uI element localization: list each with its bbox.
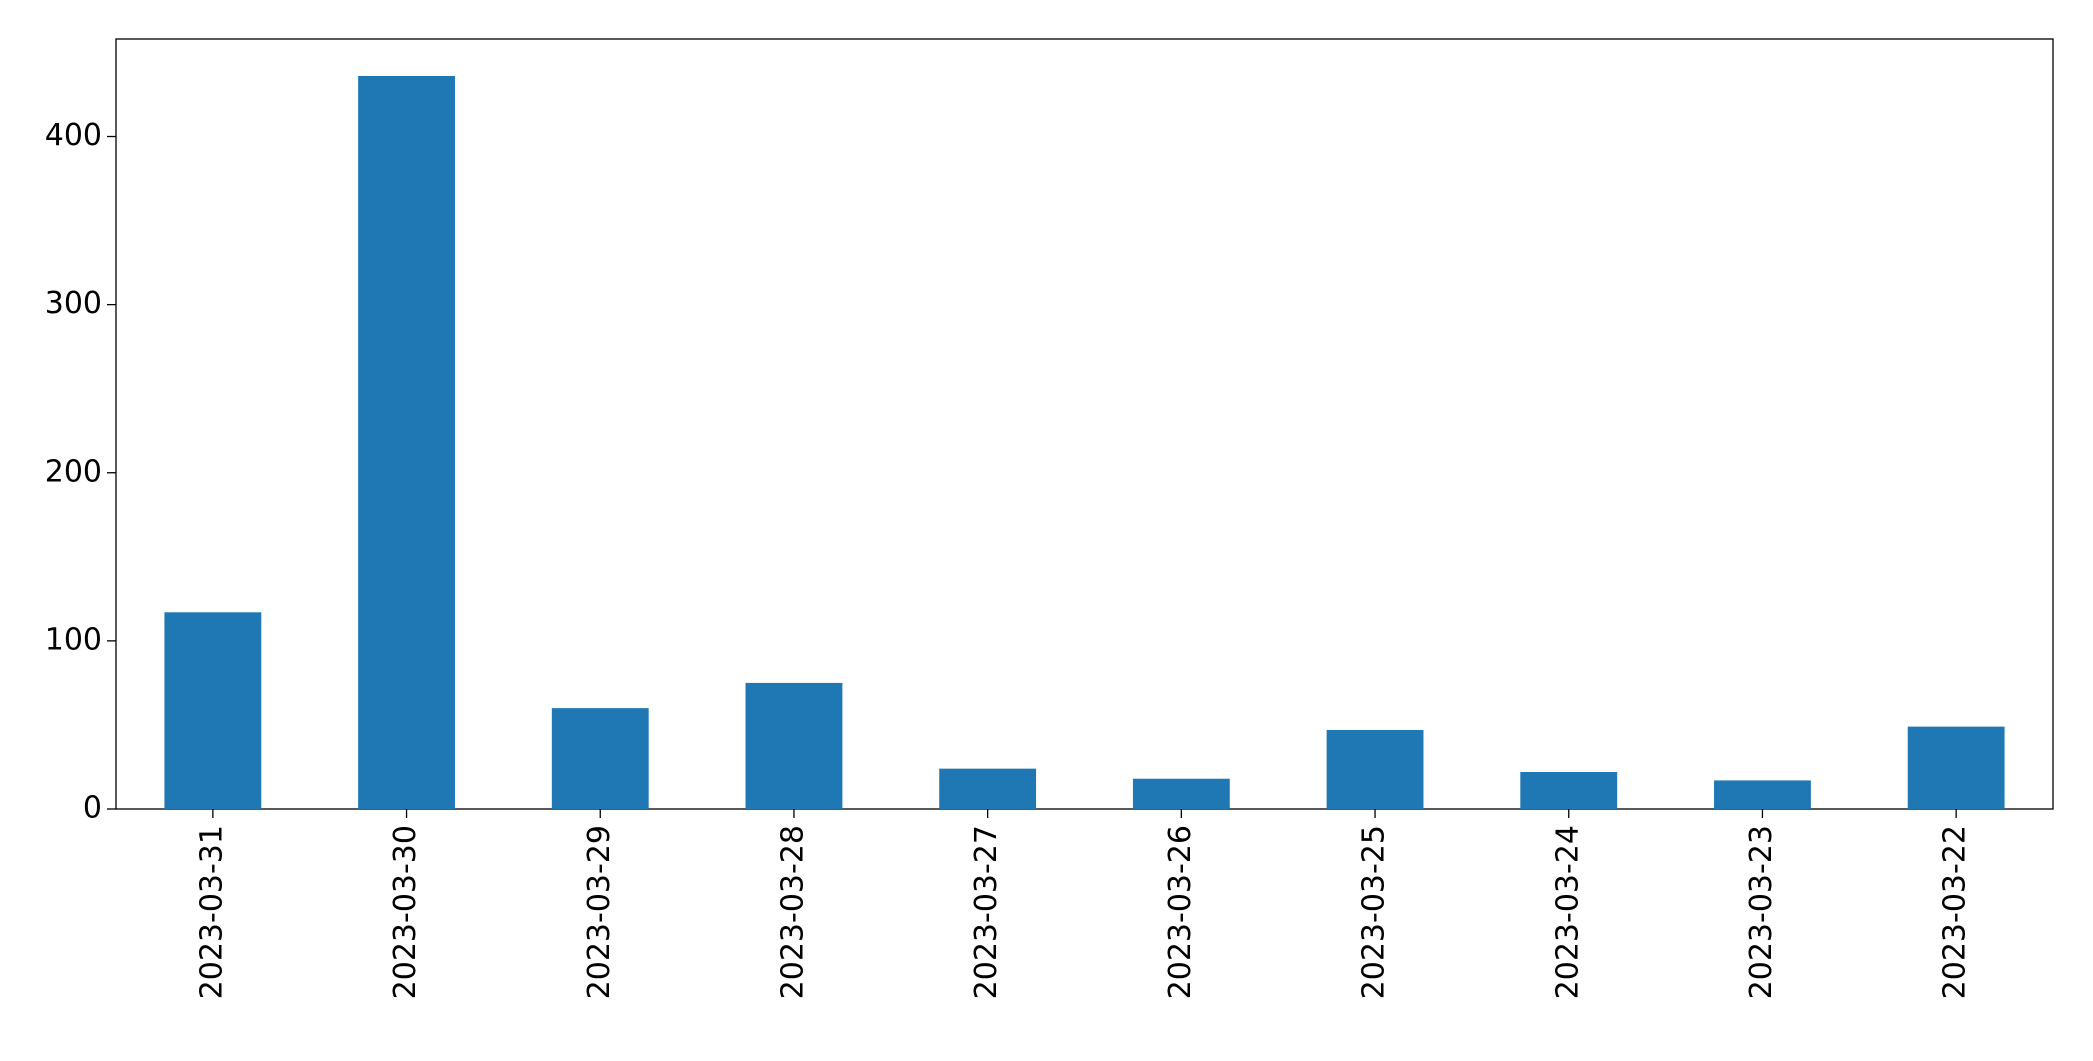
bar	[1520, 772, 1618, 809]
y-tick-label: 400	[45, 118, 102, 153]
bar	[1326, 729, 1424, 809]
bar	[939, 768, 1037, 809]
x-tick-label: 2023-03-30	[388, 825, 423, 999]
x-tick-label: 2023-03-25	[1357, 825, 1392, 999]
x-tick-label: 2023-03-24	[1550, 825, 1585, 999]
x-tick-label: 2023-03-22	[1938, 825, 1973, 999]
bar	[1907, 726, 2005, 809]
x-tick-label: 2023-03-31	[194, 825, 229, 999]
x-tick-label: 2023-03-29	[582, 825, 617, 999]
plot-frame	[115, 38, 2054, 810]
x-tick-label: 2023-03-28	[775, 825, 810, 999]
bar	[1132, 778, 1230, 809]
y-tick-label: 100	[45, 622, 102, 657]
bar	[745, 682, 843, 809]
bar	[1714, 780, 1811, 809]
bar	[164, 612, 262, 809]
y-tick-label: 300	[45, 286, 102, 321]
x-tick-label: 2023-03-27	[969, 825, 1004, 999]
x-tick-label: 2023-03-26	[1163, 825, 1198, 999]
bar	[358, 75, 455, 810]
bar	[551, 708, 649, 809]
x-tick-label: 2023-03-23	[1744, 825, 1779, 999]
y-tick-label: 0	[83, 791, 102, 826]
y-tick-label: 200	[45, 454, 102, 489]
